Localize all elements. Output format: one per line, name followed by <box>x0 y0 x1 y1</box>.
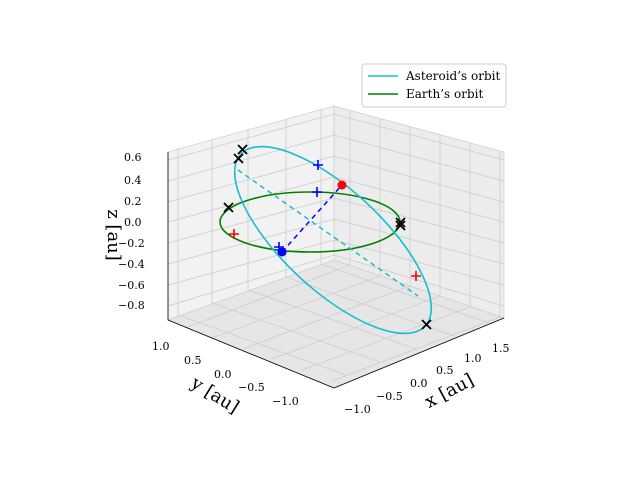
grid-line <box>167 197 505 244</box>
grid-line <box>167 113 505 161</box>
y-tick-label: 0.5 <box>184 354 202 367</box>
red-plus-markers <box>229 229 421 281</box>
y-tick-label: 1.0 <box>152 340 170 353</box>
blue-plus-marker <box>313 160 323 170</box>
black-x-marker <box>237 144 248 155</box>
z-tick-label: −0.2 <box>118 237 145 250</box>
x-axis-line <box>333 317 505 389</box>
grid <box>167 109 505 382</box>
legend-label-earth: Earth’s orbit <box>406 87 483 101</box>
y-tick-label: 0.0 <box>214 368 232 381</box>
black-x-markers <box>223 144 432 330</box>
x-tick-label: 1.0 <box>464 352 482 365</box>
black-x-marker <box>223 202 234 213</box>
x-tick-label: −0.5 <box>376 390 403 403</box>
red-plus-marker <box>229 229 239 239</box>
grid-line <box>331 151 501 382</box>
grid-line <box>167 155 505 203</box>
grid-line <box>184 110 351 329</box>
asteroid-dashed-line <box>237 169 419 297</box>
blue-dashed-line <box>281 184 343 253</box>
grid-line <box>285 119 455 337</box>
grid-line <box>167 134 505 182</box>
legend-label-asteroid: Asteroid’s orbit <box>405 69 500 83</box>
grid-line <box>247 129 417 350</box>
x-tick-labels: −1.0 −0.5 0.0 0.5 1.0 1.5 <box>344 342 510 416</box>
grid-line <box>320 109 490 324</box>
panes <box>166 105 506 389</box>
red-plus-marker <box>411 271 421 281</box>
legend-box <box>361 63 507 108</box>
red-dot <box>337 180 347 190</box>
x-tick-label: 1.5 <box>492 342 510 355</box>
grid-line <box>167 239 505 286</box>
grid-line <box>271 134 441 360</box>
black-x-marker <box>395 217 406 228</box>
y-tick-label: −1.0 <box>272 395 299 408</box>
grid-line <box>242 126 411 350</box>
y-axis-line <box>167 319 335 389</box>
axes <box>167 152 505 389</box>
z-tick-label: −0.8 <box>118 299 145 312</box>
black-x-marker <box>395 220 406 231</box>
grid-line <box>167 218 505 265</box>
grid-line <box>177 148 347 376</box>
grid-line <box>167 254 505 307</box>
z-tick-label: 0.4 <box>124 174 142 187</box>
x-tick-label: −1.0 <box>344 403 371 416</box>
legend: Asteroid’s orbit Earth’s orbit <box>361 63 507 108</box>
z-tick-labels: 0.6 0.4 0.2 0.0 −0.2 −0.4 −0.6 −0.8 <box>118 151 145 312</box>
z-axis-label: z [au] <box>103 209 124 261</box>
blue-plus-marker <box>312 187 322 197</box>
x-tick-label: 0.0 <box>410 377 428 390</box>
y-tick-labels: 1.0 0.5 0.0 −0.5 −1.0 <box>152 340 299 408</box>
black-x-marker <box>421 319 432 330</box>
z-tick-label: 0.6 <box>124 151 142 164</box>
z-tick-label: −0.6 <box>118 279 145 292</box>
black-x-marker <box>233 153 244 164</box>
grid-line <box>301 143 471 371</box>
grid-line <box>211 118 381 339</box>
z-tick-label: −0.4 <box>118 258 145 271</box>
x-tick-label: 0.5 <box>436 364 454 377</box>
z-tick-label: 0.2 <box>124 195 142 208</box>
blue-dot <box>277 247 287 257</box>
z-tick-label: 0.0 <box>124 216 142 229</box>
grid-line <box>211 139 381 363</box>
y-tick-label: −0.5 <box>238 381 265 394</box>
